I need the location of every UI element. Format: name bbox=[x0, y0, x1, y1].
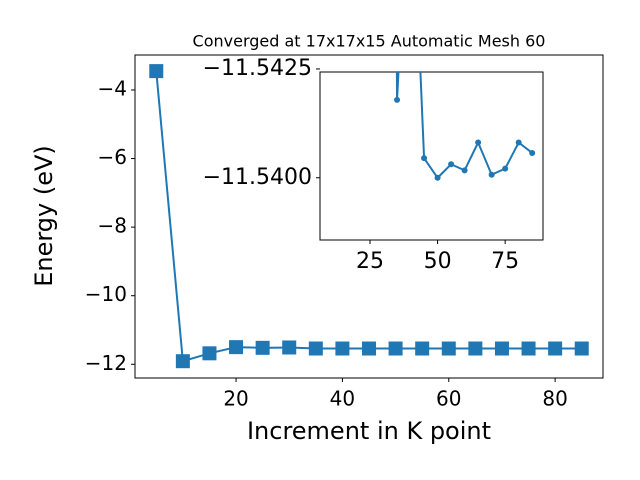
marker bbox=[282, 340, 297, 355]
y-tick-label: −11.5425 bbox=[203, 56, 312, 81]
y-axis-label: Energy (eV) bbox=[30, 145, 58, 287]
marker bbox=[574, 341, 589, 356]
y-tick-label: −12 bbox=[85, 351, 127, 375]
y-tick-label: −6 bbox=[98, 145, 127, 169]
marker bbox=[149, 64, 164, 79]
plot-area bbox=[319, 71, 544, 241]
plot-clip bbox=[394, 72, 536, 181]
marker bbox=[488, 171, 495, 178]
marker bbox=[362, 341, 376, 356]
y-tick-label: −11.5400 bbox=[203, 165, 312, 190]
marker bbox=[255, 340, 270, 355]
marker bbox=[529, 149, 536, 156]
x-tick-label: 50 bbox=[424, 249, 452, 274]
marker bbox=[229, 340, 244, 355]
marker bbox=[335, 341, 350, 356]
y-tick-label: −8 bbox=[98, 214, 127, 238]
marker bbox=[521, 341, 536, 356]
marker bbox=[548, 341, 563, 356]
marker bbox=[388, 341, 403, 356]
marker bbox=[468, 341, 483, 356]
marker bbox=[415, 341, 430, 356]
plot-clip bbox=[149, 64, 589, 369]
marker bbox=[441, 341, 456, 356]
marker bbox=[308, 341, 323, 356]
x-tick-label: 40 bbox=[330, 387, 355, 411]
x-tick-label: 20 bbox=[223, 387, 248, 411]
marker bbox=[502, 165, 509, 172]
marker bbox=[494, 341, 509, 356]
y-tick-label: −4 bbox=[98, 76, 127, 100]
x-tick-label: 25 bbox=[356, 249, 384, 274]
marker bbox=[175, 354, 190, 369]
chart-title: Converged at 17x17x15 Automatic Mesh 60 bbox=[193, 32, 546, 51]
marker bbox=[202, 346, 217, 361]
y-tick-label: −10 bbox=[85, 282, 127, 306]
marker bbox=[434, 174, 441, 181]
marker bbox=[394, 96, 401, 103]
marker bbox=[448, 161, 455, 168]
x-tick-label: 80 bbox=[542, 387, 567, 411]
marker bbox=[475, 139, 482, 146]
x-axis-label: Increment in K point bbox=[247, 417, 491, 445]
marker bbox=[515, 139, 522, 146]
x-tick-label: 60 bbox=[436, 387, 461, 411]
x-tick-label: 75 bbox=[491, 249, 519, 274]
marker bbox=[421, 155, 428, 162]
marker bbox=[461, 167, 468, 174]
